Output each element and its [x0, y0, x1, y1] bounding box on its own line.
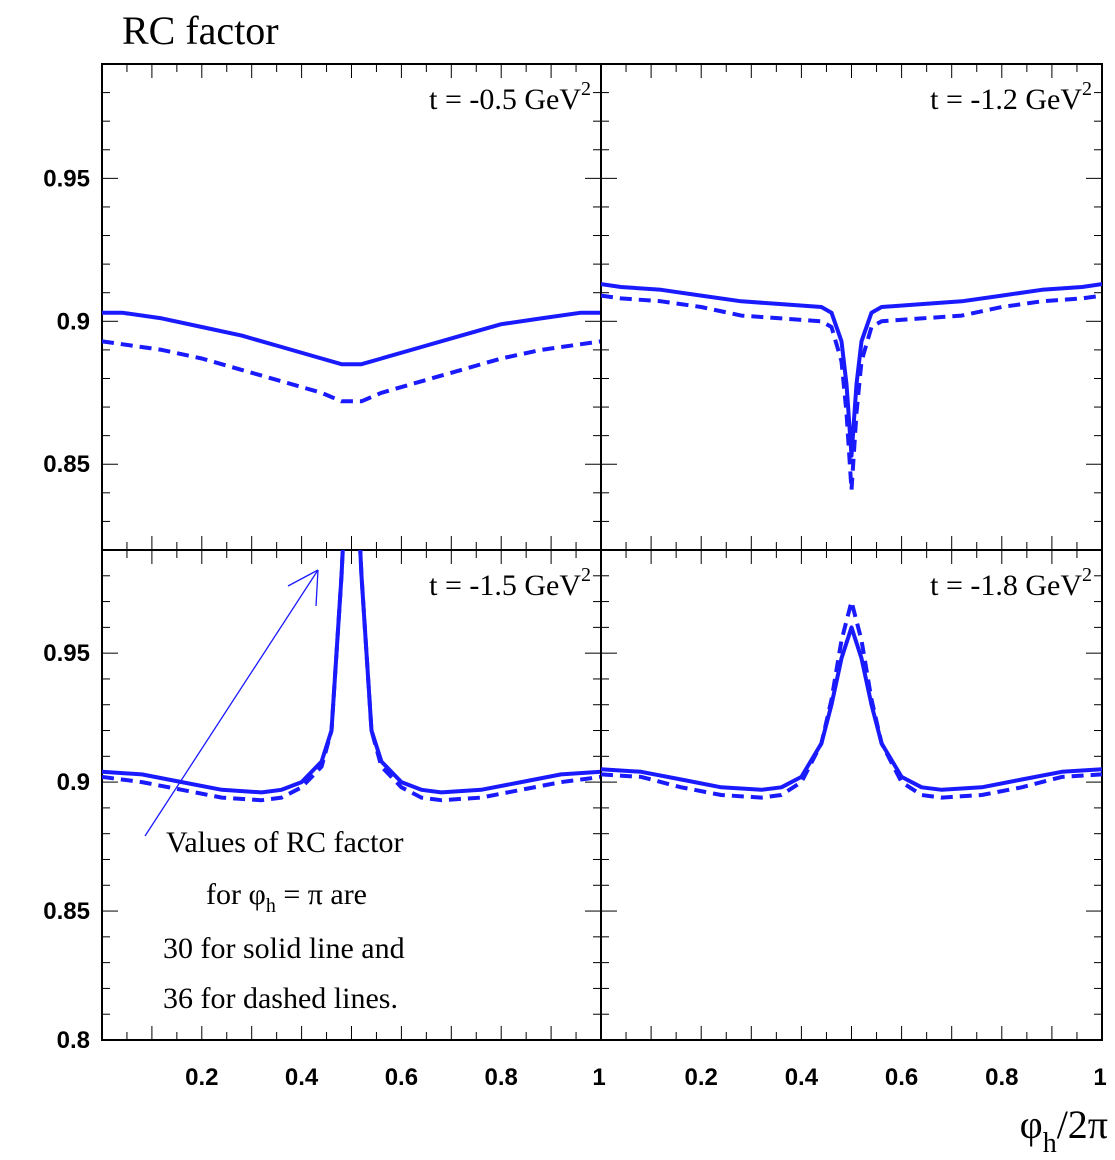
x-axis-label-sub: h	[1043, 1128, 1057, 1159]
panels-layer	[101, 63, 1103, 1041]
annotation-line-2-post: = π are	[276, 878, 367, 911]
dashed-series-line	[601, 293, 1102, 492]
x-tick-label: 0.4	[785, 1064, 819, 1091]
solid-series-line	[102, 310, 601, 367]
y-tick-label: 0.95	[43, 640, 90, 667]
panel-bottom-right	[600, 549, 1103, 1041]
annotation-line-1: Values of RC factor	[166, 826, 403, 859]
y-tick-label: 0.8	[57, 1027, 90, 1054]
panel-label: t = -1.2 GeV2	[930, 78, 1092, 116]
y-tick-label: 0.9	[57, 769, 90, 796]
solid-series-line	[601, 282, 1102, 458]
dashed-series-line	[601, 599, 1102, 800]
panel-label: t = -0.5 GeV2	[429, 78, 591, 116]
panel-frame	[600, 549, 1103, 1041]
panel-top-right	[600, 63, 1103, 551]
x-axis-label-tail: /2π	[1057, 1102, 1108, 1147]
panel-label: t = -1.8 GeV2	[930, 564, 1092, 602]
x-tick-label: 0.8	[985, 1064, 1018, 1091]
annotation-arrow	[144, 569, 319, 837]
figure-title: RC factor	[122, 8, 279, 53]
y-tick-label: 0.9	[57, 308, 90, 335]
annotation: Values of RC factor for φh = π are 30 fo…	[163, 826, 405, 1015]
x-tick-label: 0.6	[885, 1064, 918, 1091]
annotation-phi-symbol: φ	[248, 878, 265, 911]
panel-label-main: t = -1.8 GeV	[930, 569, 1082, 602]
panel-top-left	[101, 63, 602, 551]
x-axis-label-main: φ	[1020, 1102, 1043, 1147]
panel-label-sup: 2	[1082, 78, 1092, 100]
panel-label-sup: 2	[581, 78, 591, 100]
x-tick-label: 0.6	[385, 1064, 418, 1091]
panel-label-main: t = -1.2 GeV	[930, 83, 1082, 116]
annotation-line-2-pre: for	[206, 878, 248, 911]
x-tick-label: 0.2	[685, 1064, 718, 1091]
x-tick-label: 1	[1093, 1064, 1106, 1091]
annotation-line-2: for φh = π are	[206, 878, 367, 917]
solid-series-line	[601, 625, 1102, 792]
panel-label-main: t = -1.5 GeV	[429, 569, 581, 602]
tick-labels-layer: 0.95 0.9 0.85 0.95 0.9 0.85 0.8 0.2 0.4 0.6 0.8 1 0.…	[43, 165, 1106, 1091]
panel-label-main: t = -0.5 GeV	[429, 83, 581, 116]
x-tick-label: 0.4	[285, 1064, 319, 1091]
annotation-phi-subscript: h	[266, 895, 276, 917]
panel-label-sup: 2	[1082, 564, 1092, 586]
annotation-line-4: 36 for dashed lines.	[163, 982, 398, 1015]
panel-frame	[101, 549, 602, 1041]
annotation-line-3: 30 for solid line and	[163, 932, 405, 965]
panel-frame	[101, 63, 602, 551]
x-tick-label: 1	[592, 1064, 605, 1091]
y-tick-label: 0.85	[43, 898, 90, 925]
solid-series-line	[102, 550, 601, 795]
dashed-series-line	[102, 550, 601, 803]
x-axis-label: φh/2π	[1020, 1102, 1108, 1159]
dashed-series-line	[102, 339, 601, 404]
y-tick-label: 0.85	[43, 451, 90, 478]
y-tick-label: 0.95	[43, 165, 90, 192]
x-tick-label: 0.8	[485, 1064, 518, 1091]
panel-label: t = -1.5 GeV2	[429, 564, 591, 602]
panel-label-sup: 2	[581, 564, 591, 586]
x-tick-label: 0.2	[185, 1064, 218, 1091]
